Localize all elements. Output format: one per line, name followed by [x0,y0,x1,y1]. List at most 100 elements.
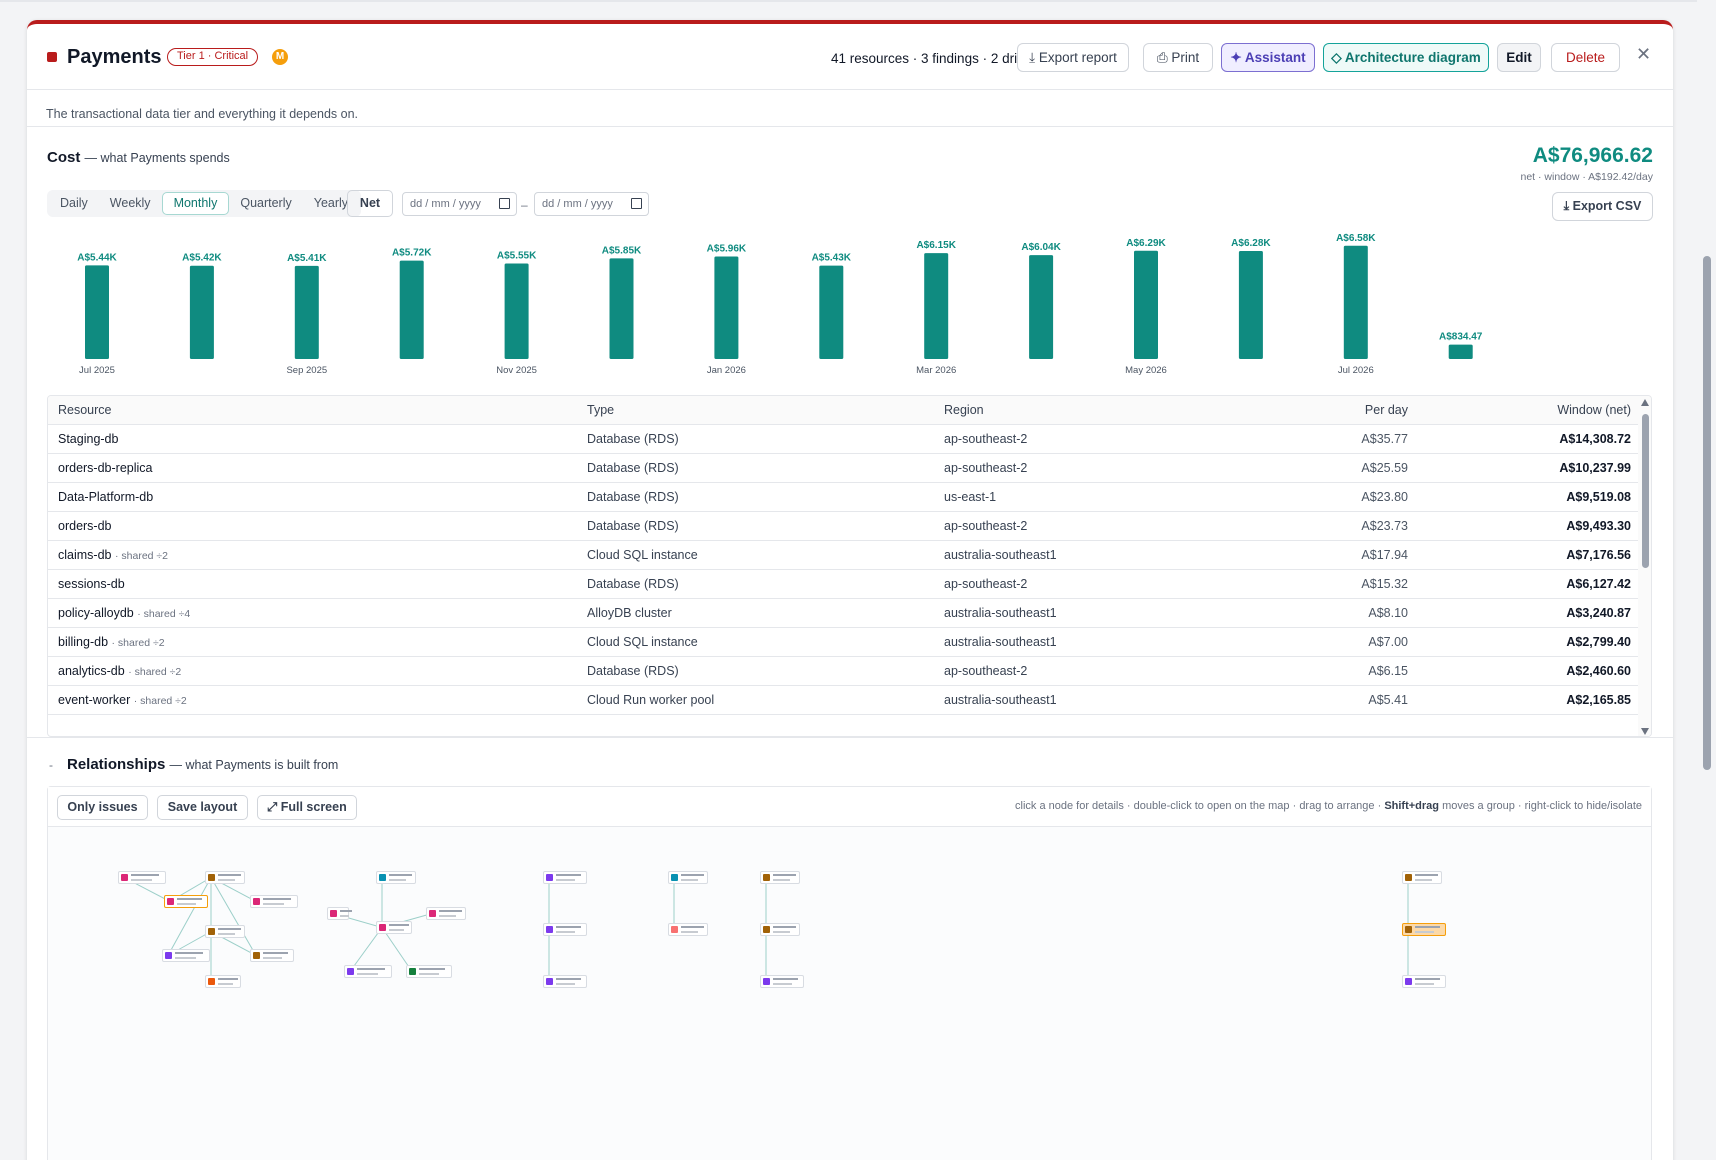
table-row[interactable]: analytics-db · shared ÷2 Database (RDS) ap… [48,657,1638,686]
bar-aug-2026[interactable] [1448,344,1473,359]
calendar-icon[interactable] [631,198,642,209]
graph-node[interactable] [543,923,587,936]
graph-node[interactable] [426,907,466,920]
bar-apr-2026[interactable] [1029,255,1054,359]
table-row[interactable]: billing-db · shared ÷2 Cloud SQL instance… [48,628,1638,657]
table-row[interactable]: policy-alloydb · shared ÷4 AlloyDB cluste… [48,599,1638,628]
bar-feb-2026[interactable] [819,265,844,359]
resource-name[interactable]: billing-db [58,635,109,649]
date-to-input[interactable]: dd / mm / yyyy [534,192,649,216]
edit-button[interactable]: Edit [1497,43,1541,72]
resource-name[interactable]: Data-Platform-db [58,490,154,504]
export-csv-button[interactable]: ⤓ Export CSV [1552,192,1653,221]
graph-node[interactable] [344,965,392,978]
graph-node[interactable] [164,895,208,908]
close-icon[interactable]: ✕ [1636,44,1652,64]
table-scrollbar[interactable] [1638,396,1651,736]
graph-node[interactable] [760,923,800,936]
print-button[interactable]: ⎙ Print [1143,43,1213,72]
graph-node[interactable] [327,907,352,920]
graph-node[interactable] [668,923,708,936]
cell-region: ap-southeast-2 [944,664,1028,678]
graph-node[interactable] [760,975,804,988]
table-row[interactable]: event-worker · shared ÷2 Cloud Run worker… [48,686,1638,715]
cell-resource: orders-db-replica [58,454,152,484]
table-row[interactable]: orders-db-replica Database (RDS) ap-south… [48,454,1638,483]
graph-node[interactable] [1402,923,1446,936]
resource-name[interactable]: orders-db-replica [58,461,153,475]
full-screen-button[interactable]: ⤢ Full screen [257,795,357,820]
col-per-day[interactable]: Per day [1364,403,1408,417]
resource-name[interactable]: sessions-db [58,577,125,591]
granularity-yearly[interactable]: Yearly [313,196,349,210]
resource-name[interactable]: Staging-db [58,432,119,446]
table-row[interactable]: Staging-db Database (RDS) ap-southeast-2 A… [48,425,1638,454]
graph-canvas[interactable] [48,827,1651,1160]
cell-per-day: A$35.77 [1361,432,1408,446]
export-report-button[interactable]: ⤓ Export report [1017,43,1129,72]
graph-node[interactable] [250,895,298,908]
table-row[interactable]: orders-db Database (RDS) ap-southeast-2 A$… [48,512,1638,541]
resource-name[interactable]: event-worker [58,693,131,707]
collapse-toggle-icon[interactable]: - [49,758,53,772]
bar-nov-2025[interactable] [504,263,529,359]
graph-node[interactable] [162,949,210,962]
graph-node[interactable] [406,965,452,978]
graph-node[interactable] [1402,975,1446,988]
resource-name[interactable]: claims-db [58,548,112,562]
page-scrollbar[interactable] [1697,0,1716,1160]
table-row[interactable]: Data-Platform-db Database (RDS) us-east-1… [48,483,1638,512]
col-type[interactable]: Type [587,403,615,417]
granularity-daily[interactable]: Daily [60,196,88,210]
col-window[interactable]: Window (net) [1557,403,1631,417]
bar-jul-2025[interactable] [85,265,109,359]
bar-oct-2025[interactable] [399,260,424,359]
col-resource[interactable]: Resource [58,403,112,417]
graph-node[interactable] [205,975,241,988]
assistant-button[interactable]: ✦ Assistant [1221,43,1315,72]
date-from-input[interactable]: dd / mm / yyyy [402,192,517,216]
graph-node[interactable] [250,949,294,962]
scroll-up-icon[interactable] [1641,399,1649,406]
scroll-thumb[interactable] [1642,414,1649,568]
graph-node[interactable] [543,975,587,988]
only-issues-button[interactable]: Only issues [57,795,148,820]
graph-node[interactable] [205,925,245,938]
graph-node[interactable] [543,871,587,884]
graph-node[interactable] [760,871,800,884]
graph-node[interactable] [1402,871,1442,884]
bar-jun-2026[interactable] [1238,250,1263,359]
bar-mar-2026[interactable] [924,253,949,359]
calendar-icon[interactable] [499,198,510,209]
resource-name[interactable]: analytics-db [58,664,125,678]
resource-name[interactable]: orders-db [58,519,112,533]
graph-node[interactable] [376,921,412,934]
col-region[interactable]: Region [944,403,984,417]
bar-jul-2026[interactable] [1343,245,1368,359]
relationship-graph[interactable]: Only issues Save layout ⤢ Full screen cl… [47,786,1652,1160]
graph-node[interactable] [668,871,708,884]
cell-type: Cloud Run worker pool [587,693,715,707]
resource-name[interactable]: policy-alloydb [58,606,134,620]
granularity-weekly[interactable]: Weekly [109,196,151,210]
table-row[interactable]: claims-db · shared ÷2 Cloud SQL instance a… [48,541,1638,570]
architecture-diagram-button[interactable]: ◇ Architecture diagram [1323,43,1489,72]
graph-node[interactable] [376,871,416,884]
table-row[interactable]: sessions-db Database (RDS) ap-southeast-2… [48,570,1638,599]
granularity-monthly[interactable]: Monthly [161,192,230,215]
delete-button[interactable]: Delete [1551,43,1620,72]
graph-node[interactable] [205,871,245,884]
bar-sep-2025[interactable] [294,265,319,359]
bar-may-2026[interactable] [1134,250,1158,359]
net-toggle[interactable]: Net [347,190,393,217]
bar-jan-2026[interactable] [714,256,739,359]
graph-node[interactable] [118,871,166,884]
bar-dec-2025[interactable] [609,258,634,359]
scroll-down-icon[interactable] [1641,728,1649,735]
save-layout-button[interactable]: Save layout [157,795,248,820]
node-type-icon [379,924,386,931]
page-scroll-thumb[interactable] [1703,256,1711,770]
bar-data-label: A$6.04K [1021,242,1061,253]
granularity-quarterly[interactable]: Quarterly [240,196,292,210]
bar-aug-2025[interactable] [189,265,214,359]
